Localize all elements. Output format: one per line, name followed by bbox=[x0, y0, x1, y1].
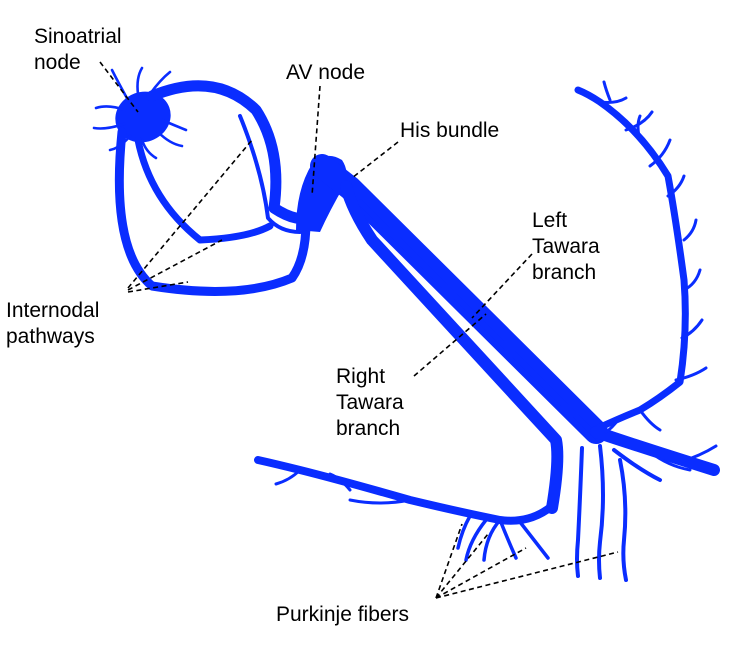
purkinje-fiber bbox=[518, 520, 550, 560]
left-branch-terminal bbox=[590, 426, 720, 476]
label-his-bundle: His bundle bbox=[400, 119, 500, 142]
left-wall-twig bbox=[638, 408, 662, 432]
internodal-pathway-middle bbox=[134, 136, 274, 244]
left-ventricular-wall-fiber bbox=[574, 86, 689, 434]
leader-sinoatrial-node bbox=[99, 61, 139, 113]
right-ventricle-floor-fiber bbox=[254, 456, 556, 525]
purkinje-fiber bbox=[575, 446, 584, 578]
sa-node-spike bbox=[94, 105, 127, 112]
purkinje-fiber bbox=[618, 458, 628, 582]
purkinje-fiber bbox=[464, 518, 488, 562]
leader-purkinje-fibers bbox=[435, 551, 619, 599]
left-wall-twig bbox=[604, 418, 620, 434]
leader-his-bundle bbox=[351, 141, 399, 179]
leader-purkinje-fibers bbox=[435, 547, 527, 599]
left-wall-twig bbox=[648, 138, 672, 168]
floor-twig bbox=[328, 472, 352, 492]
label-left-tawara-branch: Left Tawara branch bbox=[532, 209, 600, 284]
floor-twig bbox=[274, 468, 302, 486]
purkinje-fiber bbox=[456, 514, 472, 550]
left-wall-twig bbox=[682, 218, 698, 242]
purkinje-fiber bbox=[597, 444, 605, 580]
leader-left-tawara-branch bbox=[471, 253, 533, 319]
sa-node-spike bbox=[92, 122, 126, 130]
left-tawara-branch-inner bbox=[357, 199, 603, 443]
internodal-pathway-branch bbox=[238, 114, 302, 234]
left-wall-twig bbox=[636, 114, 642, 142]
left-wall-twig bbox=[624, 110, 654, 132]
label-right-tawara-branch: Right Tawara branch bbox=[336, 365, 404, 440]
purkinje-fiber bbox=[612, 448, 662, 482]
label-av-node: AV node bbox=[286, 61, 366, 84]
leader-right-tawara-branch bbox=[413, 313, 487, 377]
label-purkinje-fibers: Purkinje fibers bbox=[276, 603, 410, 626]
left-wall-twig bbox=[598, 96, 628, 104]
internodal-pathway-posterior bbox=[114, 127, 311, 296]
left-wall-twig bbox=[682, 268, 702, 292]
label-sinoatrial-node: Sinoatrial node bbox=[34, 25, 122, 74]
internodal-pathway-anterior bbox=[146, 80, 302, 224]
sinoatrial-node-shape bbox=[115, 91, 171, 143]
leader-internodal-pathways bbox=[127, 281, 189, 293]
purkinje-fiber bbox=[482, 518, 502, 562]
left-wall-twig bbox=[602, 80, 612, 102]
leader-internodal-pathways bbox=[127, 239, 223, 291]
left-wall-twig bbox=[678, 444, 718, 464]
sa-node-spike bbox=[140, 138, 158, 160]
sa-node-spike bbox=[156, 130, 184, 148]
right-tawara-branch bbox=[340, 180, 564, 514]
conduction-pathways bbox=[92, 66, 720, 582]
floor-twig bbox=[348, 498, 412, 505]
label-internodal-pathways: Internodal pathways bbox=[6, 299, 100, 348]
left-wall-twig bbox=[666, 174, 686, 198]
purkinje-fiber bbox=[498, 518, 518, 560]
sa-node-spike bbox=[160, 118, 188, 132]
left-wall-twig bbox=[674, 366, 708, 382]
leader-purkinje-fibers bbox=[435, 523, 463, 599]
leader-purkinje-fibers bbox=[435, 533, 489, 599]
label-leader-lines bbox=[99, 61, 619, 599]
leader-internodal-pathways bbox=[127, 139, 253, 289]
leader-av-node bbox=[311, 85, 321, 197]
sa-node-spike bbox=[136, 66, 144, 96]
left-wall-twig bbox=[680, 318, 704, 340]
left-wall-twig bbox=[648, 450, 692, 472]
